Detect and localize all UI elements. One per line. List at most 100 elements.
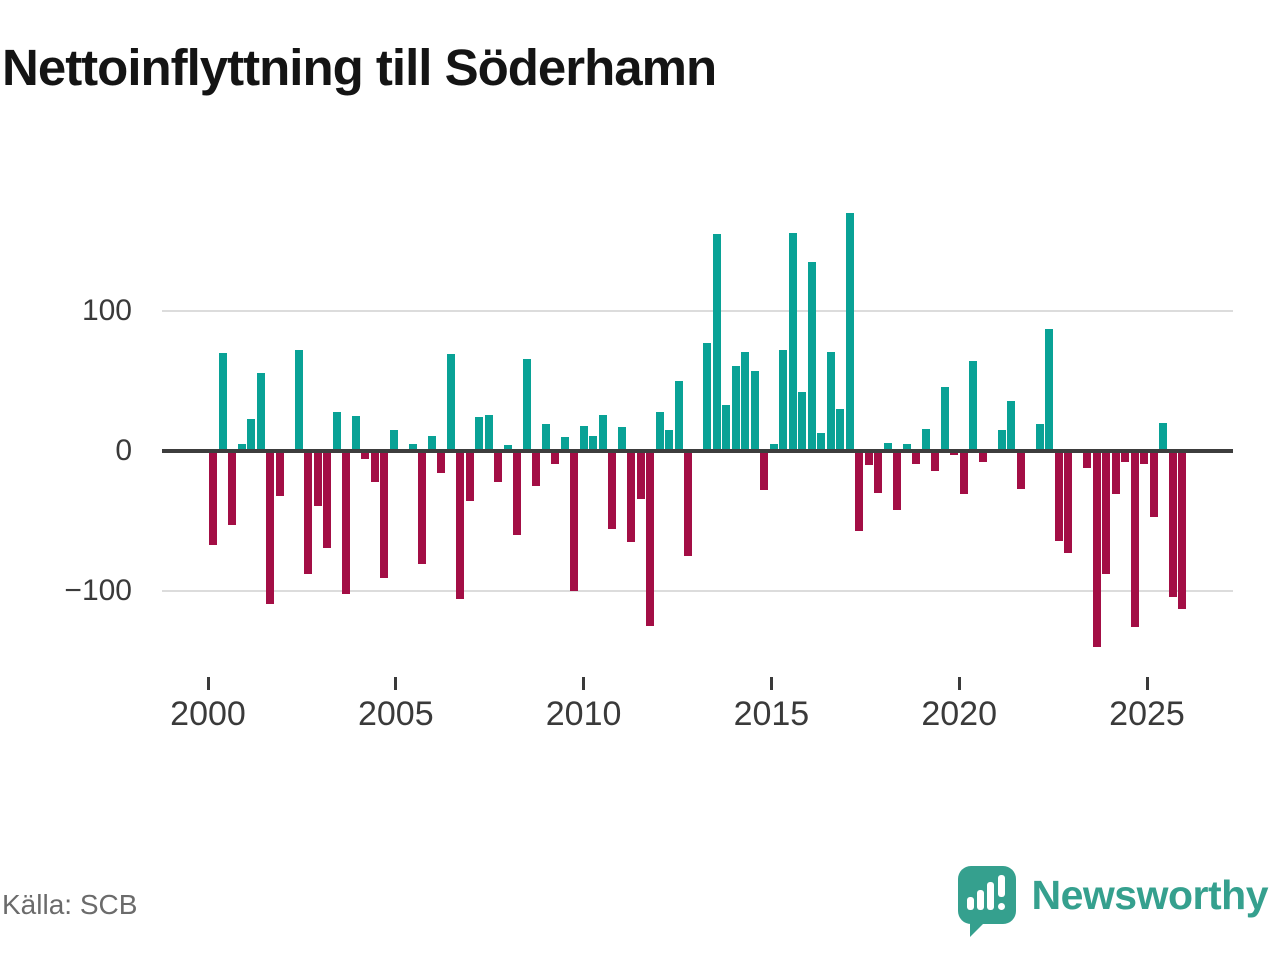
bar-2015-Q2	[789, 233, 797, 451]
bar-2015-Q1	[779, 350, 787, 451]
newsworthy-wordmark: Newsworthy	[1031, 871, 1269, 918]
bar-2008-Q1	[513, 451, 521, 535]
bar-2023-Q4	[1112, 451, 1120, 494]
bar-2017-Q3	[874, 451, 882, 493]
bar-2020-Q4	[998, 430, 1006, 451]
bar-2018-Q1	[893, 451, 901, 510]
bar-2011-Q1	[627, 451, 635, 542]
bar-2003-Q3	[342, 451, 350, 594]
bar-2003-Q2	[333, 412, 341, 451]
bar-2006-Q4	[466, 451, 474, 501]
bar-2020-Q1	[969, 361, 977, 451]
x-tick-mark-2020	[957, 677, 961, 690]
x-tick-label-2010: 2010	[545, 695, 622, 733]
bar-2025-Q1	[1159, 423, 1167, 451]
bar-2013-Q4	[732, 366, 740, 451]
x-tick-mark-2025	[1145, 677, 1149, 690]
bar-2010-Q3	[608, 451, 616, 529]
bar-2009-Q2	[561, 437, 569, 451]
newsworthy-branding: Newsworthy	[957, 860, 1269, 937]
bar-2016-Q1	[817, 433, 825, 451]
bar-2022-Q2	[1055, 451, 1063, 541]
x-tick-label-2025: 2025	[1109, 695, 1185, 733]
bar-2007-Q3	[494, 451, 502, 482]
x-tick-label-2020: 2020	[921, 695, 997, 733]
bar-2017-Q1	[855, 451, 863, 531]
bar-2015-Q3	[798, 392, 806, 451]
logo-exclamation-stem	[997, 875, 1005, 897]
bar-2021-Q1	[1007, 401, 1015, 451]
bar-2014-Q2	[751, 371, 759, 451]
bar-2018-Q3	[912, 451, 920, 464]
bar-2004-Q3	[380, 451, 388, 578]
gridline-−100	[162, 590, 1233, 592]
bar-2002-Q4	[314, 451, 322, 506]
bar-2019-Q4	[960, 451, 968, 494]
bar-2006-Q2	[447, 354, 455, 451]
x-tick-label-2000: 2000	[170, 695, 246, 733]
bar-2014-Q4	[770, 444, 778, 451]
bar-2011-Q2	[637, 451, 645, 499]
bar-2006-Q3	[456, 451, 464, 599]
x-tick-mark-2015	[769, 677, 773, 690]
bar-2012-Q3	[684, 451, 692, 556]
bar-2020-Q2	[979, 451, 987, 462]
bar-2017-Q2	[865, 451, 873, 465]
bar-2007-Q2	[485, 415, 493, 451]
bar-2014-Q1	[741, 352, 749, 451]
chart-title: Nettoinflyttning till Söderhamn	[2, 39, 717, 96]
logo-bar-tall	[986, 882, 994, 910]
bar-2009-Q4	[580, 426, 588, 451]
bar-2007-Q4	[504, 445, 512, 451]
bar-2023-Q2	[1093, 451, 1101, 647]
bar-2000-Q1	[209, 451, 217, 545]
bar-2017-Q4	[884, 443, 892, 451]
bar-2024-Q1	[1121, 451, 1129, 462]
bar-2001-Q1	[247, 419, 255, 451]
logo-bar-medium	[976, 890, 984, 910]
bar-2012-Q2	[675, 381, 683, 451]
bar-2013-Q2	[713, 234, 721, 451]
bar-2002-Q2	[295, 350, 303, 451]
bar-2008-Q3	[532, 451, 540, 486]
newsworthy-logo-icon	[957, 866, 1016, 937]
bar-2019-Q1	[931, 451, 939, 471]
bar-2016-Q4	[846, 213, 854, 451]
logo-bubble-tail	[969, 920, 987, 937]
x-tick-label-2015: 2015	[733, 695, 810, 733]
bar-2001-Q4	[276, 451, 284, 496]
zero-axis-line	[162, 449, 1233, 453]
bar-2012-Q1	[665, 430, 673, 451]
bar-2014-Q3	[760, 451, 768, 490]
bar-2010-Q1	[589, 436, 597, 451]
bar-2001-Q2	[257, 373, 265, 451]
bar-2000-Q3	[228, 451, 236, 525]
x-tick-label-2005: 2005	[357, 695, 434, 733]
bar-2016-Q2	[827, 352, 835, 451]
source-caption: Källa: SCB	[2, 889, 138, 920]
bar-2002-Q3	[304, 451, 312, 574]
bar-2025-Q2	[1169, 451, 1177, 597]
bar-2024-Q2	[1131, 451, 1139, 627]
bar-2021-Q4	[1036, 424, 1044, 451]
bar-2024-Q3	[1140, 451, 1148, 464]
bar-2004-Q4	[390, 430, 398, 451]
bar-2000-Q4	[238, 444, 246, 451]
bar-2009-Q1	[551, 451, 559, 464]
logo-bar-small	[966, 897, 974, 910]
bar-2013-Q3	[722, 405, 730, 451]
x-tick-mark-2000	[206, 677, 210, 690]
bar-2023-Q1	[1083, 451, 1091, 468]
bar-2015-Q4	[808, 262, 816, 451]
bar-2004-Q1	[361, 451, 369, 459]
bar-2022-Q1	[1045, 329, 1053, 451]
bar-2016-Q3	[836, 409, 844, 451]
bar-2019-Q2	[941, 387, 949, 451]
bar-2010-Q2	[599, 415, 607, 451]
logo-exclamation-dot	[997, 903, 1005, 910]
bar-2010-Q4	[618, 427, 626, 451]
bar-2001-Q3	[266, 451, 274, 604]
bar-2004-Q2	[371, 451, 379, 482]
y-tick-label--100: −100	[64, 574, 132, 607]
